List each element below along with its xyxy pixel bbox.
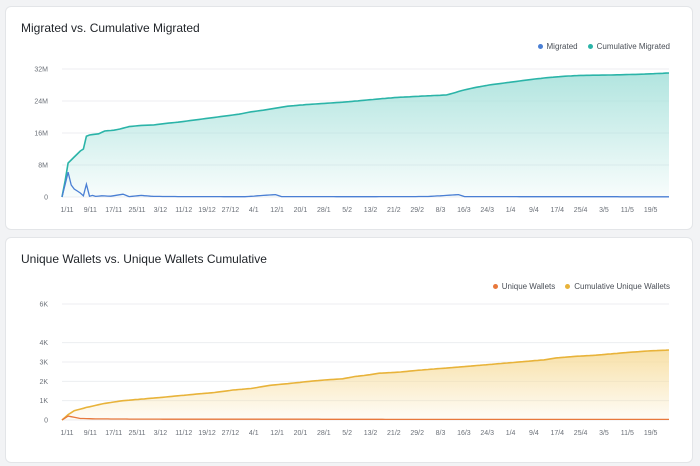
x-tick-label: 11/12 [175,207,192,214]
x-tick-label: 25/4 [574,207,588,214]
chart-title: Migrated vs. Cumulative Migrated [21,21,200,35]
x-tick-label: 28/1 [317,430,331,437]
x-tick-label: 25/11 [129,207,146,214]
x-tick-label: 24/3 [480,207,494,214]
x-tick-label: 19/12 [198,207,216,214]
migrated-chart-card: Migrated vs. Cumulative Migrated Migrate… [5,6,693,230]
y-tick-label: 0 [44,418,48,425]
x-tick-label: 4/1 [249,430,259,437]
y-tick-label: 32M [34,67,48,74]
legend-dot-icon [492,284,498,289]
x-tick-label: 24/3 [480,430,494,437]
legend-item-cumulative-migrated[interactable]: Cumulative Migrated [587,42,670,51]
unique-wallets-line-chart: 0 1K 2K 3K 4K 6K 1/11 9/11 17/11 25/11 3/12 11/12 19… [39,302,670,437]
migrated-line-chart: 0 8M 16M 24M 32M 1/11 9/11 17/11 25/11 3/12 11/12 1… [34,67,670,214]
x-tick-label: 27/12 [222,430,240,437]
x-tick-label: 17/4 [550,207,564,214]
x-tick-label: 5/2 [342,207,352,214]
legend-label: Unique Wallets [501,282,556,291]
legend-item-migrated[interactable]: Migrated [537,42,578,51]
x-tick-label: 17/11 [105,430,122,437]
x-tick-label: 8/3 [436,430,446,437]
x-tick-label: 29/2 [410,430,424,437]
x-tick-label: 3/12 [154,207,168,214]
x-tick-label: 1/4 [506,207,516,214]
x-tick-label: 27/12 [222,207,240,214]
x-tick-label: 3/5 [599,207,609,214]
x-tick-label: 3/5 [599,430,609,437]
x-tick-label: 20/1 [294,430,308,437]
x-tick-label: 3/12 [154,430,168,437]
legend-dot-icon [537,44,543,49]
x-tick-label: 8/3 [436,207,446,214]
unique-wallets-chart-card: Unique Wallets vs. Unique Wallets Cumula… [5,237,693,463]
cumulative-series-line [61,72,670,198]
y-tick-label: 6K [39,302,48,309]
x-tick-label: 19/5 [644,207,658,214]
x-tick-label: 17/4 [550,430,564,437]
x-tick-label: 25/4 [574,430,588,437]
x-tick-label: 19/5 [644,430,658,437]
cumulative-area-fill [62,73,669,197]
cumulative-area-fill [62,350,669,420]
x-tick-label: 13/2 [364,430,378,437]
chart-title: Unique Wallets vs. Unique Wallets Cumula… [21,252,267,266]
y-tick-label: 8M [38,163,48,170]
legend-label: Migrated [546,42,578,51]
y-tick-label: 4K [39,340,48,347]
x-tick-label: 1/11 [60,207,73,214]
chart-legend: Unique Wallets Cumulative Unique Wallets [492,282,670,291]
legend-item-cumulative-unique-wallets[interactable]: Cumulative Unique Wallets [565,282,670,291]
legend-dot-icon [565,284,571,289]
x-tick-label: 19/12 [198,430,216,437]
x-tick-label: 9/11 [84,430,97,437]
primary-series-line [61,415,669,421]
y-tick-label: 2K [39,379,48,386]
x-tick-label: 21/2 [387,207,401,214]
legend-label: Cumulative Migrated [596,42,670,51]
y-tick-label: 0 [44,195,48,202]
x-tick-label: 9/4 [529,207,539,214]
x-tick-label: 1/4 [506,430,516,437]
x-tick-label: 25/11 [129,430,146,437]
x-tick-label: 11/5 [621,430,634,437]
x-tick-label: 1/11 [60,430,73,437]
x-tick-label: 29/2 [410,207,424,214]
y-tick-label: 3K [39,360,48,367]
x-tick-label: 9/4 [529,430,539,437]
x-tick-label: 16/3 [457,430,471,437]
legend-label: Cumulative Unique Wallets [574,282,670,291]
x-tick-label: 11/12 [175,430,192,437]
legend-item-unique-wallets[interactable]: Unique Wallets [492,282,556,291]
x-tick-label: 12/1 [270,430,284,437]
x-tick-label: 17/11 [105,207,122,214]
y-tick-label: 16M [34,131,48,138]
x-tick-label: 16/3 [457,207,471,214]
x-tick-label: 11/5 [621,207,634,214]
cumulative-series-line [61,349,670,421]
y-tick-label: 1K [39,398,48,405]
x-tick-label: 5/2 [342,430,352,437]
x-tick-label: 20/1 [294,207,308,214]
x-tick-label: 9/11 [84,207,97,214]
legend-dot-icon [587,44,593,49]
x-tick-label: 4/1 [249,207,259,214]
chart-legend: Migrated Cumulative Migrated [537,42,670,51]
x-tick-label: 12/1 [270,207,284,214]
x-tick-label: 13/2 [364,207,378,214]
primary-series-line [61,172,669,198]
y-tick-label: 24M [34,99,48,106]
x-tick-label: 21/2 [387,430,401,437]
x-tick-label: 28/1 [317,207,331,214]
